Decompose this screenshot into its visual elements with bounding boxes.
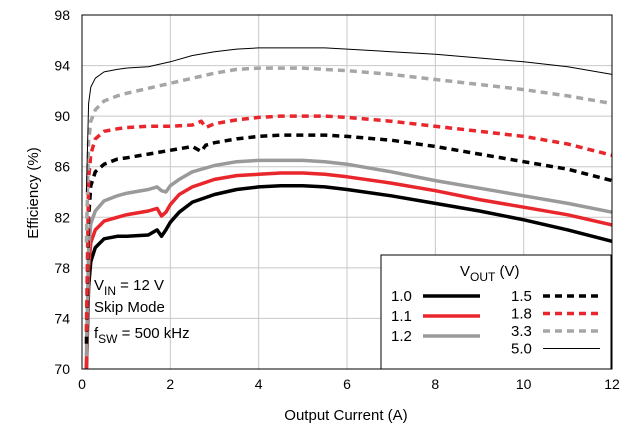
legend-label-1.0: 1.0 xyxy=(391,288,412,305)
fsw-value: = 500 kHz xyxy=(118,325,190,342)
y-tick-label: 90 xyxy=(54,108,70,124)
y-tick-label: 94 xyxy=(54,58,70,74)
series-line-1.0 xyxy=(84,183,613,370)
svg-text:VIN = 12 V: VIN = 12 V xyxy=(94,277,164,298)
x-tick-label: 8 xyxy=(431,376,439,392)
x-tick-label: 12 xyxy=(604,376,620,392)
x-tick-label: 10 xyxy=(516,376,532,392)
tick-labels: 0 2 4 6 8 10 12 70 74 78 82 86 90 94 98 xyxy=(54,7,620,392)
y-tick-label: 86 xyxy=(54,159,70,175)
series-line-1.8 xyxy=(84,114,613,332)
legend-title-symbol: V xyxy=(460,263,470,280)
vin-symbol: V xyxy=(94,277,104,294)
fsw-symbol: f xyxy=(94,325,99,342)
x-tick-label: 0 xyxy=(78,376,86,392)
x-tick-label: 2 xyxy=(166,376,174,392)
mode-label: Skip Mode xyxy=(94,299,165,316)
y-tick-label: 82 xyxy=(54,209,70,225)
y-tick-label: 98 xyxy=(54,7,70,23)
legend: VOUT (V) 1.0 1.1 1.2 1.51.83.35.0 xyxy=(380,254,612,370)
legend-label-1.1: 1.1 xyxy=(391,308,412,325)
series-lines xyxy=(84,47,613,370)
legend-label-5.0: 5.0 xyxy=(511,341,532,358)
vin-subscript: IN xyxy=(104,284,116,298)
series-line-5.0 xyxy=(85,47,613,193)
series-line-3.3 xyxy=(84,66,613,243)
legend-label-1.8: 1.8 xyxy=(511,306,532,323)
legend-title-subscript: OUT xyxy=(470,270,496,284)
y-axis-label: Efficiency (%) xyxy=(25,147,42,238)
y-tick-label: 74 xyxy=(54,310,70,326)
y-tick-label: 70 xyxy=(54,361,70,377)
fsw-subscript: SW xyxy=(98,332,118,346)
series-line-1.2 xyxy=(84,158,613,357)
x-tick-label: 6 xyxy=(343,376,351,392)
svg-text:VOUT (V): VOUT (V) xyxy=(460,263,520,284)
series-line-1.5 xyxy=(84,133,613,344)
series-line-1.1 xyxy=(84,171,613,370)
legend-label-1.5: 1.5 xyxy=(511,288,532,305)
plot-frame xyxy=(81,14,613,370)
vin-value: = 12 V xyxy=(116,277,164,294)
legend-title-unit: (V) xyxy=(495,263,519,280)
x-axis-label: Output Current (A) xyxy=(284,407,407,424)
x-tick-label: 4 xyxy=(255,376,263,392)
legend-label-3.3: 3.3 xyxy=(511,323,532,340)
conditions-annotation: VIN = 12 V Skip Mode fSW = 500 kHz xyxy=(94,277,190,346)
svg-text:fSW = 500 kHz: fSW = 500 kHz xyxy=(94,325,190,346)
legend-label-1.2: 1.2 xyxy=(391,328,412,345)
y-tick-label: 78 xyxy=(54,260,70,276)
